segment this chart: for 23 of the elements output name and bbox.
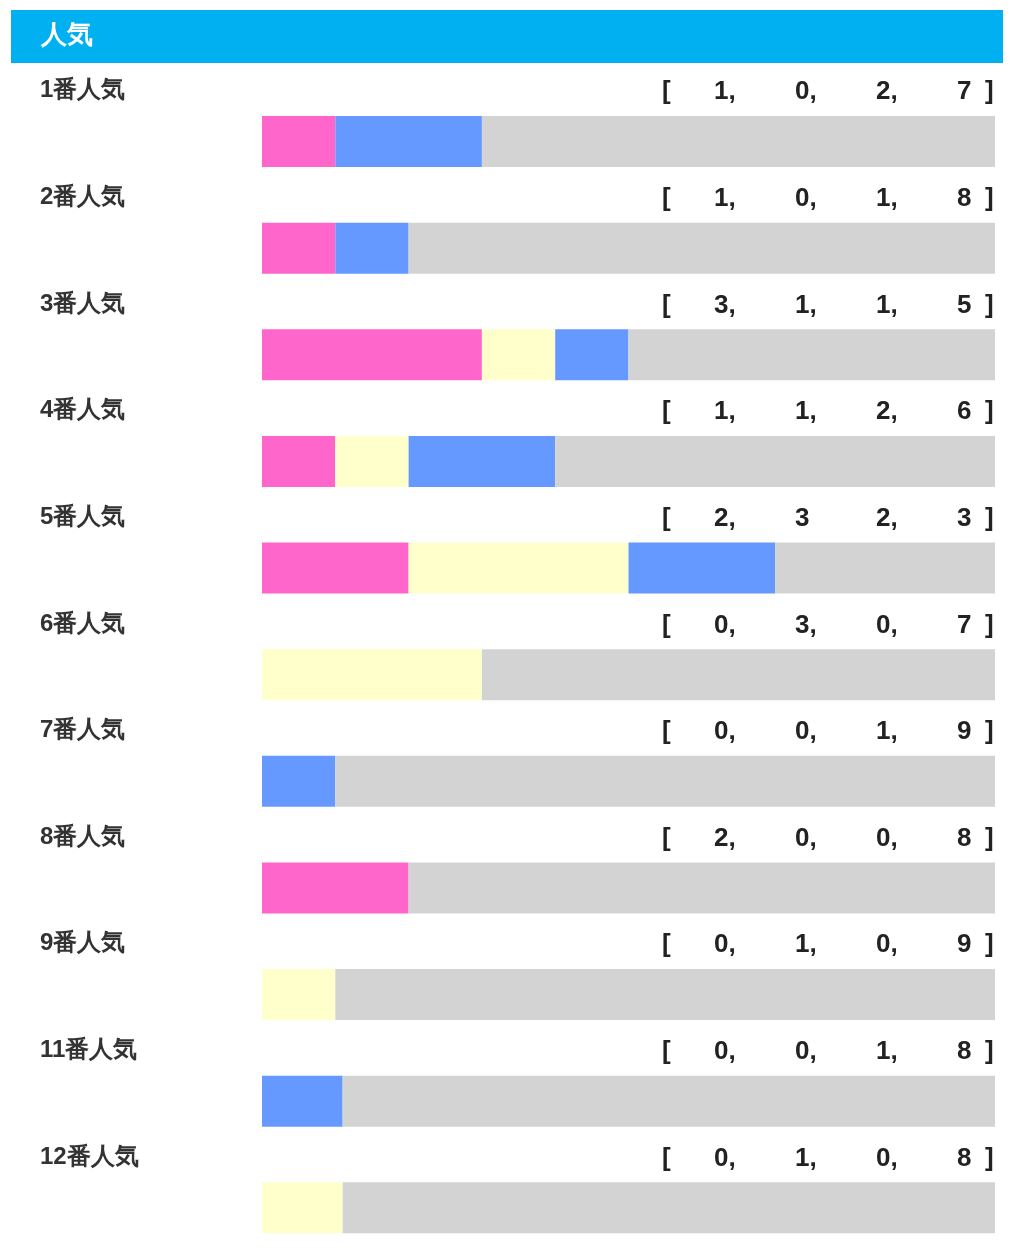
y-tick-label: 12番人気 — [40, 1141, 139, 1169]
y-tick-label: 4番人気 — [40, 395, 126, 423]
y-tick-label: 2番人気 — [40, 181, 126, 209]
y-tick-label: 1番人気 — [40, 75, 126, 103]
text: [ 0, 1, 0, 9 ] — [662, 928, 994, 959]
chart-title: 人気 — [41, 19, 93, 49]
text: [ 1, 1, 2, 6 ] — [662, 395, 994, 426]
text: [ 0, 1, 0, 8 ] — [662, 1141, 994, 1172]
y-tick-label: 7番人気 — [40, 715, 126, 743]
text: [ 2, 3 2, 3 ] — [662, 501, 994, 532]
y-tick-label: 9番人気 — [40, 928, 126, 956]
y-tick-label: 11番人気 — [40, 1035, 138, 1063]
text: [ 0, 0, 1, 8 ] — [662, 1035, 994, 1066]
text: [ 2, 0, 0, 8 ] — [662, 821, 994, 852]
text: [ 0, 3, 0, 7 ] — [662, 608, 994, 639]
y-tick-label: 6番人気 — [40, 608, 126, 636]
y-tick-label: 8番人気 — [40, 821, 126, 849]
text: [ 1, 0, 1, 8 ] — [662, 181, 994, 212]
text: [ 3, 1, 1, 5 ] — [662, 288, 994, 319]
y-tick-label: 3番人気 — [40, 288, 126, 316]
text: [ 1, 0, 2, 7 ] — [662, 75, 994, 106]
text: [ 0, 0, 1, 9 ] — [662, 715, 994, 746]
y-tick-label: 5番人気 — [40, 501, 126, 529]
